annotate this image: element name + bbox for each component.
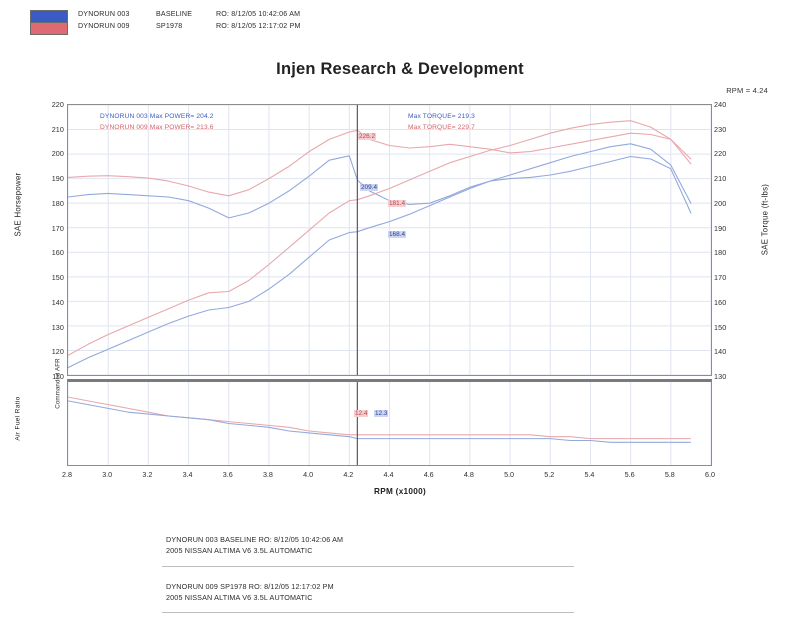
rpm-cursor-readout: RPM = 4.24 bbox=[726, 86, 768, 95]
x-axis-tick: 3.6 bbox=[222, 470, 233, 479]
cursor-value-torque-blue: 209.4 bbox=[360, 184, 378, 191]
x-axis-tick: 4.2 bbox=[343, 470, 354, 479]
cursor-value-afr-blue: 12.3 bbox=[374, 410, 389, 417]
y-axis-left-tick: 190 bbox=[51, 174, 64, 184]
y-axis-left-tick: 200 bbox=[51, 149, 64, 159]
y-axis-right-tick: 220 bbox=[714, 149, 727, 159]
y-axis-right-title: SAE Torque (ft-lbs) bbox=[760, 183, 770, 256]
y-axis-left-tick: 180 bbox=[51, 198, 64, 208]
y-axis-right-tick: 190 bbox=[714, 223, 727, 233]
y-axis-right-tick: 200 bbox=[714, 198, 727, 208]
cursor-value-power-blue: 168.4 bbox=[388, 231, 406, 238]
x-axis-tick: 4.4 bbox=[383, 470, 394, 479]
y-axis-left-tick: 220 bbox=[51, 100, 64, 109]
y-axis-right-tick: 140 bbox=[714, 347, 727, 357]
footer-block-line2: 2005 NISSAN ALTIMA V6 3.5L AUTOMATIC bbox=[166, 593, 313, 602]
x-axis-tick: 5.6 bbox=[624, 470, 635, 479]
x-axis-tick: 5.8 bbox=[664, 470, 675, 479]
footer-block-line2: 2005 NISSAN ALTIMA V6 3.5L AUTOMATIC bbox=[166, 546, 313, 555]
power-torque-plot-svg bbox=[68, 105, 711, 375]
y-axis-left-title-afr: Air Fuel Ratio bbox=[14, 396, 22, 441]
legend-row: DYNORUN 003 BASELINE RO: 8/12/05 10:42:06 … bbox=[78, 8, 301, 20]
afr-plot-svg bbox=[68, 382, 711, 465]
footer-block-line1: DYNORUN 009 SP1978 RO: 8/12/05 12:17:02 … bbox=[166, 582, 334, 591]
x-axis-ticks: 2.8 3.0 3.2 3.4 3.6 3.8 4.0 4.2 4.4 4.6 4.8 5.0 5.2 5… bbox=[62, 470, 715, 484]
top-legend: DYNORUN 003 BASELINE RO: 8/12/05 10:42:06 … bbox=[30, 8, 301, 35]
cursor-value-torque-red: 226.2 bbox=[358, 133, 376, 140]
y-axis-left-tick: 110 bbox=[52, 372, 64, 381]
legend-run-ro: RO: 8/12/05 10:42:06 AM bbox=[216, 10, 301, 18]
footer-block-line1: DYNORUN 003 BASELINE RO: 8/12/05 10:42:0… bbox=[166, 535, 344, 544]
power-torque-plot: DYNORUN 003 Max POWER= 204.2 DYNORUN 009… bbox=[67, 104, 712, 376]
y-axis-left-title: SAE Horsepower bbox=[13, 172, 23, 237]
y-axis-left-tick: 130 bbox=[51, 322, 64, 332]
x-axis-tick: 3.0 bbox=[102, 470, 113, 479]
y-axis-right-ticks: 240 230 220 210 200 190 180 170 160 150 140 130 bbox=[714, 100, 740, 381]
legend-rows: DYNORUN 003 BASELINE RO: 8/12/05 10:42:06 … bbox=[78, 8, 301, 32]
legend-run-ro: RO: 8/12/05 12:17:02 PM bbox=[216, 22, 301, 30]
y-axis-right-tick: 210 bbox=[714, 174, 727, 184]
x-axis-tick: 5.2 bbox=[544, 470, 555, 479]
legend-run-name: SP1978 bbox=[156, 22, 183, 30]
footer-divider bbox=[162, 612, 574, 613]
y-axis-right-tick: 170 bbox=[714, 273, 727, 283]
cursor-value-power-red: 181.4 bbox=[388, 200, 406, 207]
x-axis-tick: 5.0 bbox=[504, 470, 515, 479]
y-axis-left-tick: 120 bbox=[51, 347, 64, 357]
page-title: Injen Research & Development bbox=[276, 60, 524, 78]
annotation-max-power-blue: DYNORUN 003 Max POWER= 204.2 bbox=[100, 113, 214, 120]
x-axis-title: RPM (x1000) bbox=[374, 487, 426, 496]
x-axis-tick: 4.6 bbox=[423, 470, 434, 479]
legend-swatch-red bbox=[30, 23, 68, 35]
y-axis-right-tick: 150 bbox=[714, 322, 727, 332]
legend-swatch-blue bbox=[30, 10, 68, 23]
legend-run-id: DYNORUN 009 bbox=[78, 22, 130, 30]
y-axis-right-tick: 180 bbox=[714, 248, 727, 258]
x-axis-tick: 3.8 bbox=[262, 470, 273, 479]
cursor-value-afr-red: 12.4 bbox=[354, 410, 369, 417]
y-axis-right-tick: 160 bbox=[714, 297, 727, 307]
annotation-max-power-red: DYNORUN 009 Max POWER= 213.6 bbox=[100, 124, 214, 131]
legend-run-name: BASELINE bbox=[156, 10, 193, 18]
x-axis-tick: 4.0 bbox=[303, 470, 314, 479]
y-axis-left-tick: 160 bbox=[51, 248, 64, 258]
legend-swatch-stack bbox=[30, 10, 68, 35]
legend-run-id: DYNORUN 003 bbox=[78, 10, 130, 18]
annotation-max-torque-red: Max TORQUE= 229.7 bbox=[408, 124, 475, 131]
footer-divider bbox=[162, 566, 574, 567]
x-axis-tick: 3.4 bbox=[182, 470, 193, 479]
x-axis-tick: 4.8 bbox=[463, 470, 474, 479]
x-axis-tick: 5.4 bbox=[584, 470, 595, 479]
y-axis-right-tick: 230 bbox=[714, 124, 727, 134]
y-axis-left-tick: 210 bbox=[51, 124, 64, 134]
x-axis-tick: 2.8 bbox=[62, 470, 72, 479]
afr-plot: 12.4 12.3 bbox=[67, 379, 712, 466]
y-axis-left-ticks: 220 210 200 190 180 170 160 150 140 130 120 110 bbox=[40, 100, 64, 381]
x-axis-tick: 6.0 bbox=[705, 470, 715, 479]
x-axis-tick: 3.2 bbox=[142, 470, 153, 479]
y-axis-right-tick: 130 bbox=[714, 372, 727, 381]
y-axis-right-tick: 240 bbox=[714, 100, 727, 109]
legend-row: DYNORUN 009 SP1978 RO: 8/12/05 12:17:02 PM bbox=[78, 20, 301, 32]
y-axis-left-tick: 170 bbox=[51, 223, 64, 233]
chart-frame: DYNORUN 003 Max POWER= 204.2 DYNORUN 009… bbox=[67, 104, 712, 466]
annotation-max-torque-blue: Max TORQUE= 219.3 bbox=[408, 113, 475, 120]
y-axis-left-tick: 140 bbox=[51, 297, 64, 307]
y-axis-left-tick: 150 bbox=[51, 273, 64, 283]
